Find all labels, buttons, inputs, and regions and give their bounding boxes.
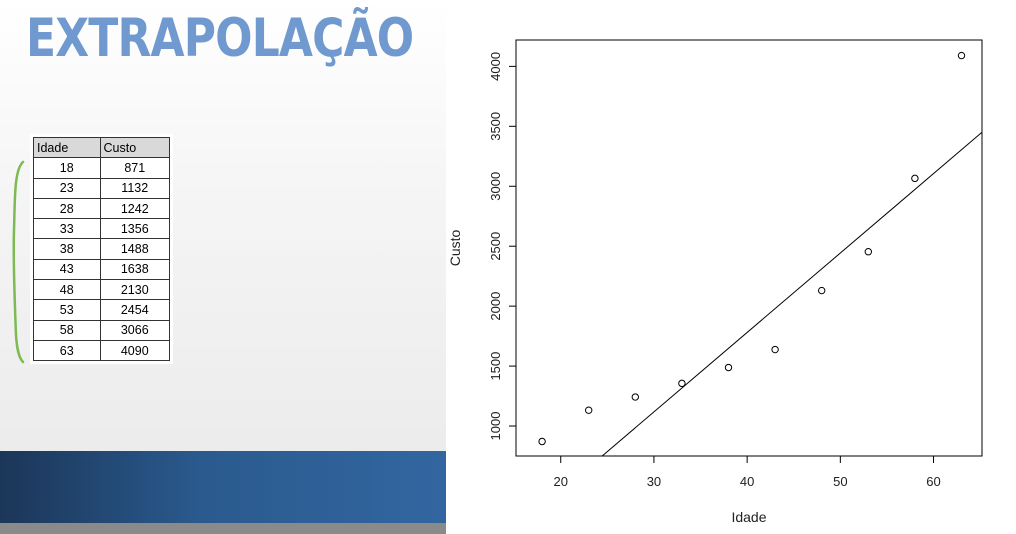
x-tick-label: 40 [740,474,754,489]
data-point [724,363,733,372]
data-table-container: Idade Custo 18 871 23 1132 28 1242 33 1356 38 148… [30,134,173,365]
cell-idade: 28 [33,197,101,220]
cell-custo: 2130 [99,279,170,301]
y-tick-label: 3500 [488,112,503,141]
footer-band [0,451,446,523]
data-point [538,437,546,446]
data-point [817,286,826,295]
plot-frame [515,39,983,457]
cell-custo: 3066 [99,319,170,341]
cell-idade: 48 [33,279,101,301]
y-tick-label: 1500 [488,352,503,381]
x-tick-label: 20 [554,474,568,489]
table-row: 43 1638 [33,258,170,281]
data-table: Idade Custo 18 871 23 1132 28 1242 33 1356 38 148… [33,136,170,362]
cell-custo: 1242 [99,197,170,220]
data-point [957,51,966,60]
cell-idade: 23 [33,177,101,199]
cell-idade: 43 [33,258,101,281]
x-tick-label: 30 [647,474,661,489]
table-row: 33 1356 [33,218,170,240]
table-row: 58 3066 [33,319,170,341]
cell-idade: 58 [33,319,101,341]
footer-band-bottom [0,523,446,534]
cell-custo: 1132 [99,177,170,199]
table-row: 28 1242 [33,197,170,220]
x-axis-label: Idade [731,509,766,525]
y-tick-label: 1000 [488,412,503,441]
table-header-row: Idade Custo [33,136,170,159]
regression-line [601,131,982,456]
cell-idade: 53 [33,299,101,321]
data-point [631,393,639,401]
slide-title: EXTRAPOLAÇÃO [26,8,414,69]
header-custo: Custo [99,136,170,159]
table-row: 18 871 [33,157,170,179]
table-row: 23 1132 [33,177,170,199]
y-tick-label: 4000 [488,52,503,81]
table-row: 48 2130 [33,279,170,301]
cell-custo: 871 [99,157,170,179]
y-tick-label: 2000 [488,292,503,321]
cell-custo: 1356 [99,218,170,240]
data-point [771,345,779,354]
y-axis-label: Custo [447,230,463,267]
data-point [584,406,593,414]
y-tick-label: 3000 [488,172,503,201]
cell-idade: 33 [33,218,101,240]
table-row: 38 1488 [33,238,170,260]
data-point [864,248,872,256]
header-idade: Idade [33,136,101,159]
table-row: 63 4090 [33,339,170,362]
slide-left-panel: EXTRAPOLAÇÃO Idade Custo 18 871 23 1132 28 12… [0,0,446,534]
cell-idade: 38 [33,238,101,260]
cell-idade: 63 [33,339,101,362]
x-tick-label: 60 [926,474,940,489]
table-row: 53 2454 [33,299,170,321]
green-bracket-annotation [12,160,25,364]
scatter-chart: 20 30 40 50 60 1000 1500 2000 2500 3000 3500 4000 Id… [447,39,983,525]
data-point [678,379,686,388]
cell-custo: 2454 [99,299,170,321]
cell-custo: 1488 [99,238,170,260]
y-tick-label: 2500 [488,232,503,261]
cell-idade: 18 [33,157,101,179]
cell-custo: 1638 [99,258,170,281]
x-tick-label: 50 [833,474,847,489]
data-point [911,174,919,183]
cell-custo: 4090 [99,339,170,362]
